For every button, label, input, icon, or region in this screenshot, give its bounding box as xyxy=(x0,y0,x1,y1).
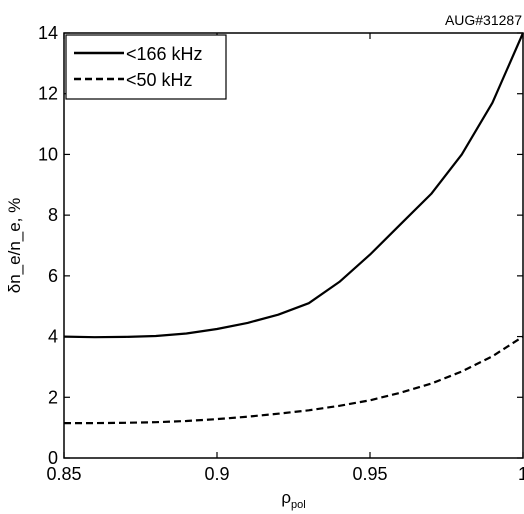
x-axis-label: ρpol xyxy=(281,488,305,511)
y-tick-label: 4 xyxy=(48,327,58,347)
y-tick-label: 6 xyxy=(48,266,58,286)
legend: <166 kHz <50 kHz xyxy=(65,34,227,100)
y-axis-label: δn_e/n_e, % xyxy=(5,198,24,293)
legend-box xyxy=(65,34,227,100)
series-line-2 xyxy=(64,335,524,425)
figure-annotation: AUG#31287 xyxy=(445,12,522,28)
x-axis-label-main: ρ xyxy=(281,488,291,507)
y-tick-label: 14 xyxy=(38,23,58,43)
x-tick-label: 1 xyxy=(518,464,524,484)
y-tick-label: 10 xyxy=(38,144,58,164)
x-axis-label-sub: pol xyxy=(291,499,306,511)
x-tick-label: 0.9 xyxy=(204,464,229,484)
legend-label-2: <50 kHz xyxy=(126,70,193,90)
x-tick-label: 0.95 xyxy=(352,464,387,484)
y-tick-label: 0 xyxy=(48,448,58,468)
x-tick-label: 0.85 xyxy=(46,464,81,484)
y-tick-label: 2 xyxy=(48,387,58,407)
y-tick-label: 12 xyxy=(38,84,58,104)
y-tick-label: 8 xyxy=(48,205,58,225)
series-lines xyxy=(63,32,524,425)
legend-label-1: <166 kHz xyxy=(126,44,203,64)
series-line-1 xyxy=(63,32,524,339)
plot-frame xyxy=(63,32,524,459)
